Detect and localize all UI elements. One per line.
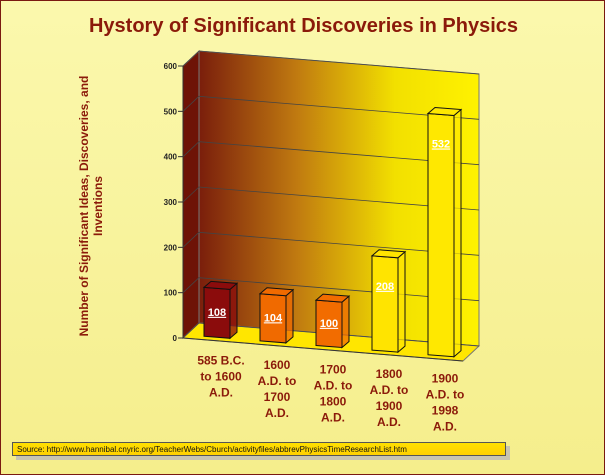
bar-side bbox=[341, 295, 350, 349]
x-tick-label: 585 B.C. to 1600 A.D. bbox=[197, 353, 244, 399]
gridline bbox=[182, 50, 480, 75]
y-tick-label: 100 bbox=[164, 289, 178, 298]
bar-top bbox=[202, 280, 239, 290]
y-tick-label: 600 bbox=[164, 62, 178, 71]
bar-side bbox=[397, 250, 406, 354]
gridline bbox=[182, 231, 480, 256]
x-tick-label: 1800 A.D. to 1900 A.D. bbox=[370, 367, 409, 429]
bar-top bbox=[258, 287, 295, 297]
data-label: 208 bbox=[376, 281, 394, 293]
data-label: 108 bbox=[208, 307, 226, 319]
gridline bbox=[182, 95, 480, 120]
x-tick-label: 1900 A.D. to 1998 A.D. bbox=[426, 372, 465, 434]
bar-top bbox=[314, 293, 351, 303]
y-tick-label: 400 bbox=[164, 153, 178, 162]
y-axis-label: Number of Significant Ideas, Discoveries… bbox=[77, 75, 105, 337]
bar-side bbox=[229, 282, 238, 340]
gridline bbox=[182, 141, 480, 166]
y-tick-label: 500 bbox=[164, 107, 178, 116]
data-label: 532 bbox=[432, 139, 450, 151]
x-axis-line bbox=[182, 337, 464, 362]
bar-top bbox=[370, 249, 407, 259]
chart-title: Hystory of Significant Discoveries in Ph… bbox=[88, 15, 519, 37]
x-tick-label: 1700 A.D. to 1800 A.D. bbox=[314, 363, 353, 425]
bar-side bbox=[285, 288, 294, 344]
y-tick-label: 0 bbox=[173, 334, 178, 343]
bar-side bbox=[453, 108, 462, 358]
data-label: 104 bbox=[264, 312, 283, 324]
y-tick-label: 300 bbox=[164, 198, 178, 207]
source-note: Source: http://www.hannibal.cnyric.org/T… bbox=[12, 442, 506, 456]
y-tick-label: 200 bbox=[164, 243, 178, 252]
bar bbox=[371, 255, 399, 353]
data-label: 100 bbox=[320, 318, 338, 330]
gridline bbox=[182, 186, 480, 211]
bar-top bbox=[426, 107, 463, 117]
x-tick-label: 1600 A.D. to 1700 A.D. bbox=[258, 358, 297, 420]
